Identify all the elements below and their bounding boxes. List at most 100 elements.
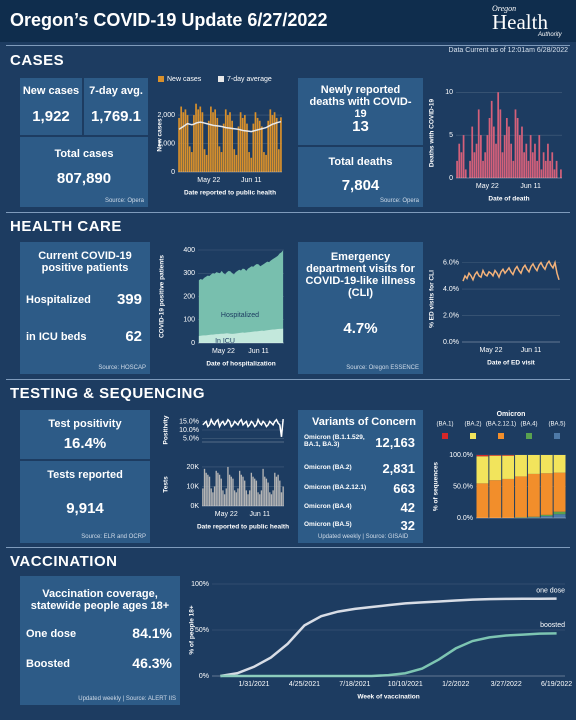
y-axis-label: Deaths with COVID-19 bbox=[429, 98, 436, 167]
bar bbox=[475, 143, 478, 178]
bar bbox=[213, 486, 216, 506]
legend-label: (BA.1) bbox=[436, 422, 453, 428]
bar bbox=[254, 478, 256, 506]
bar bbox=[247, 494, 249, 506]
bar bbox=[215, 470, 217, 506]
bar-segment bbox=[489, 480, 502, 518]
x-tick-label: 3/27/2022 bbox=[491, 681, 522, 688]
bar bbox=[218, 146, 221, 172]
y-axis-label: % of sequences bbox=[433, 462, 440, 512]
x-tick-label: May 22 bbox=[215, 511, 238, 518]
bar bbox=[510, 143, 513, 178]
y-tick-label: 10 bbox=[445, 89, 453, 96]
x-tick-label: Jun 11 bbox=[248, 348, 269, 355]
bar bbox=[274, 472, 276, 506]
bar-segment bbox=[515, 455, 527, 477]
bar-segment bbox=[476, 456, 489, 484]
y-tick-label: 200 bbox=[183, 293, 195, 300]
bar bbox=[277, 474, 279, 506]
bar bbox=[497, 92, 500, 178]
bar bbox=[534, 143, 536, 178]
kpi-panel: Tests reported 9,914 Source: ELR and OCR… bbox=[20, 461, 150, 543]
bar bbox=[499, 109, 502, 178]
kpi-value: 1,769.1 bbox=[90, 108, 142, 125]
x-tick-label: Jun 11 bbox=[241, 177, 262, 184]
bar bbox=[272, 490, 274, 506]
x-tick-label: 6/19/2022 bbox=[541, 681, 572, 688]
y-tick-label: 300 bbox=[183, 270, 195, 277]
bar bbox=[482, 160, 484, 178]
bar-segment bbox=[540, 473, 553, 515]
x-tick-label: 10/10/2021 bbox=[388, 681, 423, 688]
y-tick-label: 15.0% bbox=[179, 418, 199, 425]
variants-panel: Variants of Concern Updated weekly | Sou… bbox=[298, 410, 423, 543]
bar bbox=[227, 115, 229, 172]
bar bbox=[217, 472, 219, 506]
bar bbox=[237, 488, 239, 506]
bar bbox=[257, 492, 259, 506]
y-tick-label: 2.0% bbox=[443, 312, 459, 319]
section-title: TESTING & SEQUENCING bbox=[10, 385, 206, 402]
x-axis-label: Date of hospitalization bbox=[206, 361, 275, 368]
y-tick-label: 20K bbox=[187, 464, 200, 471]
bar bbox=[275, 117, 278, 172]
data-current: Data Current as of 12:01am 6/28/2022 bbox=[448, 47, 568, 54]
bar bbox=[271, 115, 274, 172]
kpi-value: 7,804 bbox=[341, 177, 380, 194]
y-tick-label: 400 bbox=[183, 247, 195, 254]
annotation: Hospitalized bbox=[221, 312, 259, 319]
y-axis-label: Tests bbox=[163, 476, 170, 493]
line bbox=[220, 597, 557, 678]
variant-count: 2,831 bbox=[382, 461, 415, 476]
bar bbox=[239, 112, 242, 172]
legend-swatch bbox=[218, 76, 224, 82]
y-tick-label: 0.0% bbox=[443, 339, 459, 346]
bar bbox=[224, 109, 227, 172]
bar bbox=[180, 106, 183, 172]
legend-label: 7-day average bbox=[227, 76, 272, 83]
page-title: Oregon’s COVID-19 Update 6/27/2022 bbox=[10, 10, 328, 30]
kpi-panel: Vaccination coverage, statewide people a… bbox=[20, 576, 180, 705]
kpi-label: New cases bbox=[22, 85, 80, 97]
bar bbox=[223, 494, 226, 506]
section-title: HEALTH CARE bbox=[10, 218, 122, 235]
bar bbox=[514, 109, 517, 178]
bar bbox=[540, 169, 543, 178]
bar bbox=[255, 480, 258, 506]
bar bbox=[462, 135, 465, 178]
logo-main: Health bbox=[492, 10, 548, 34]
x-axis-label: Date reported to public health bbox=[184, 190, 276, 197]
y-tick-label: 0 bbox=[449, 175, 453, 182]
kpi-label: Current COVID-19 positive patients bbox=[38, 250, 132, 274]
y-axis-label: New cases bbox=[157, 118, 164, 152]
kpi-label: Emergency department visits for COVID-19… bbox=[305, 251, 416, 299]
kpi-panel: Test positivity 16.4% bbox=[20, 410, 150, 459]
bar bbox=[248, 152, 250, 172]
bar bbox=[220, 152, 223, 172]
x-tick-label: 7/18/2021 bbox=[339, 681, 370, 688]
bar bbox=[244, 480, 246, 506]
bar bbox=[551, 152, 554, 178]
bar bbox=[208, 476, 211, 506]
bar-segment bbox=[476, 455, 489, 457]
bar bbox=[501, 152, 504, 178]
bar bbox=[542, 152, 545, 178]
bar bbox=[555, 160, 558, 178]
legend-swatch bbox=[498, 433, 504, 439]
bar bbox=[203, 149, 206, 172]
bar bbox=[260, 126, 263, 172]
y-tick-label: 10K bbox=[187, 483, 200, 490]
bar bbox=[260, 490, 263, 506]
kpi-label: Tests reported bbox=[47, 469, 123, 481]
x-tick-label: May 22 bbox=[476, 183, 499, 190]
bar bbox=[477, 109, 480, 178]
bar bbox=[505, 118, 508, 178]
bar bbox=[469, 160, 471, 178]
kpi-panel: Current COVID-19 positive patients Hospi… bbox=[20, 242, 150, 374]
bar bbox=[538, 135, 541, 178]
bar bbox=[216, 117, 219, 172]
bar bbox=[212, 112, 214, 172]
bar-segment bbox=[515, 517, 527, 518]
area bbox=[198, 328, 284, 343]
bar bbox=[252, 476, 254, 506]
